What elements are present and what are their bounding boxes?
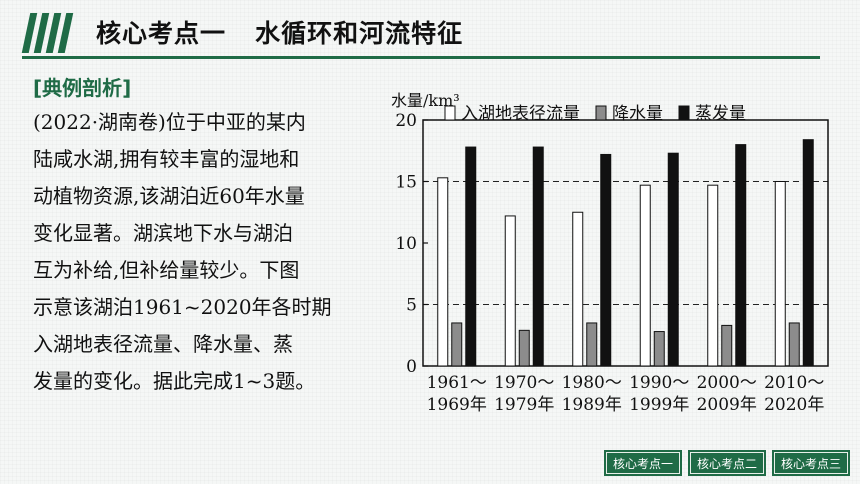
legend-label: 入湖地表径流量 (461, 104, 580, 124)
legend-label: 降水量 (612, 104, 663, 124)
nav-button-topic-2[interactable]: 核心考点二 (688, 450, 766, 476)
bar (639, 184, 651, 367)
y-tick-label: 20 (395, 111, 417, 131)
bar (572, 211, 584, 367)
bar (788, 322, 800, 367)
x-tick-label: 1980～ (562, 373, 622, 393)
bar (437, 177, 449, 367)
y-axis-label: 水量/km³ (391, 91, 460, 110)
bar (532, 146, 544, 367)
bar (774, 181, 786, 367)
x-tick-label: 1979年 (494, 395, 554, 415)
x-tick-label: 1961～ (427, 373, 487, 393)
question-line: 动植物资源,该湖泊近60年水量 (33, 184, 305, 208)
legend-swatch (595, 105, 607, 121)
question-line: 陆咸水湖,拥有较丰富的湿地和 (33, 147, 300, 171)
x-tick-label: 2000～ (697, 373, 757, 393)
bar (451, 322, 463, 367)
x-tick-label: 1970～ (494, 373, 554, 393)
question-line: (2022·湖南卷)位于中亚的某内 (33, 110, 306, 134)
slide-header: 核心考点一 水循环和河流特征 (0, 0, 860, 62)
water-volume-bar-chart: 水量/km³051015201961～1969年1970～1979年1980～1… (391, 91, 829, 415)
bar (802, 139, 814, 367)
x-tick-label: 1969年 (427, 395, 487, 415)
question-line: 发量的变化。据此完成1~3题。 (33, 369, 316, 393)
header-stripes-decoration (21, 13, 74, 53)
nav-button-topic-1[interactable]: 核心考点一 (604, 450, 682, 476)
bar (504, 215, 516, 367)
y-tick-label: 15 (395, 173, 417, 193)
x-tick-label: 2009年 (697, 395, 757, 415)
bar (721, 324, 733, 367)
bar (518, 329, 530, 367)
y-tick-label: 10 (395, 234, 417, 254)
question-line: 变化显著。湖滨地下水与湖泊 (33, 221, 293, 245)
bar (707, 184, 719, 367)
x-tick-label: 1999年 (629, 395, 689, 415)
section-tag: [典例剖析] (33, 76, 132, 100)
x-tick-label: 1990～ (629, 373, 689, 393)
header-divider (22, 56, 820, 59)
question-line: 入湖地表径流量、降水量、蒸 (33, 332, 293, 356)
bar (465, 146, 477, 367)
legend-label: 蒸发量 (695, 104, 746, 124)
legend-swatch (678, 105, 690, 121)
y-tick-label: 0 (406, 357, 417, 377)
bar (600, 153, 612, 367)
bar (653, 331, 665, 367)
nav-button-topic-3[interactable]: 核心考点三 (772, 450, 850, 476)
question-text: (2022·湖南卷)位于中亚的某内 陆咸水湖,拥有较丰富的湿地和 动植物资源,该… (33, 104, 373, 400)
page-title: 核心考点一 水循环和河流特征 (96, 19, 464, 48)
y-tick-label: 5 (406, 296, 417, 316)
x-tick-label: 1989年 (562, 395, 622, 415)
x-tick-label: 2020年 (764, 395, 824, 415)
legend-swatch (444, 105, 456, 121)
bar (586, 322, 598, 367)
bar (735, 144, 747, 367)
plot-frame (422, 119, 829, 367)
question-line: 互为补给,但补给量较少。下图 (33, 258, 300, 282)
x-tick-label: 2010～ (764, 373, 824, 393)
question-line: 示意该湖泊1961~2020年各时期 (33, 295, 332, 319)
bar (667, 152, 679, 367)
